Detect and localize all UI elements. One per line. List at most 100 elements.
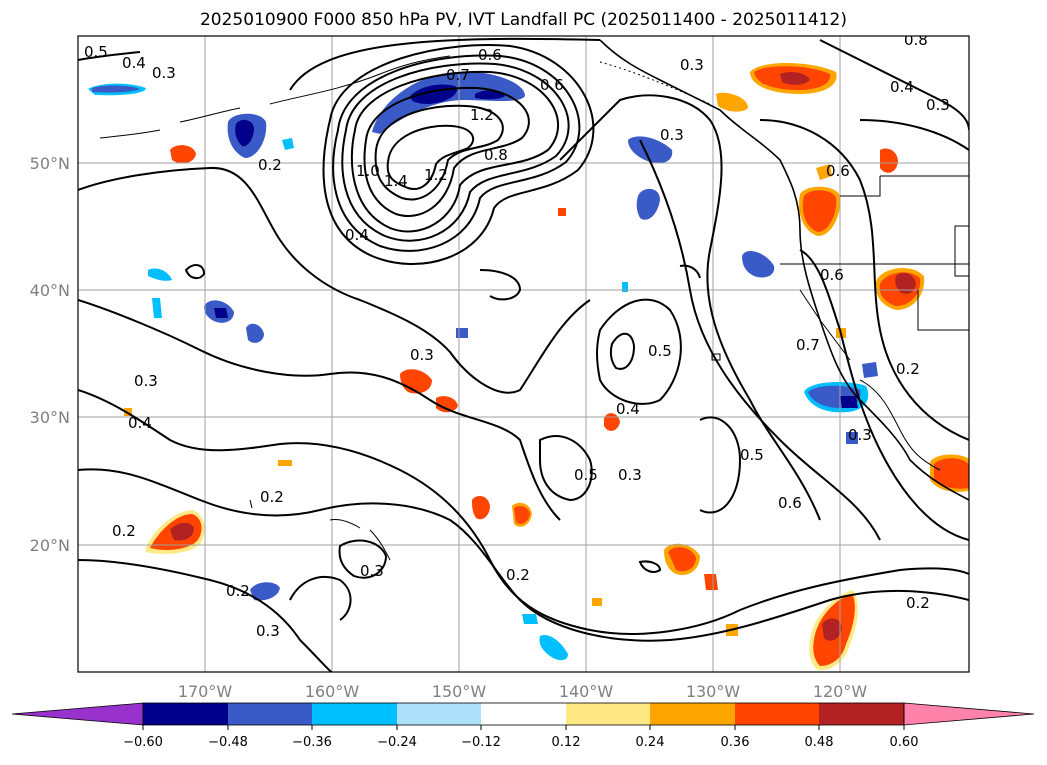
negative-anomaly-patch (246, 323, 264, 343)
negative-anomaly-patch (628, 136, 673, 164)
contour-label: 0.4 (122, 54, 146, 72)
contour-label: 0.3 (848, 426, 872, 444)
lon-tick-label: 170°W (178, 682, 233, 701)
negative-anomaly-patch (282, 138, 294, 150)
lat-tick-label: 20°N (30, 536, 70, 555)
pv-filled-contours (88, 63, 969, 671)
contour-label: 1.2 (424, 166, 448, 184)
colorbar-tick-label: 0.36 (721, 735, 750, 750)
lon-tick-label: 140°W (559, 682, 614, 701)
contour-label: 0.4 (890, 78, 914, 96)
contour-label: 0.6 (778, 494, 802, 512)
contour-label: 0.2 (906, 594, 930, 612)
negative-anomaly-patch (372, 71, 525, 134)
colorbar-segment (143, 703, 228, 725)
contour-label: 0.4 (128, 414, 152, 432)
colorbar-tick-label: −0.24 (377, 735, 417, 750)
contour-label: 0.8 (904, 31, 928, 49)
positive-anomaly-patch (716, 92, 748, 112)
colorbar-segment (397, 703, 481, 725)
contour-label: 0.2 (258, 156, 282, 174)
contour-label: 0.4 (616, 400, 640, 418)
contour-label: 0.6 (478, 46, 502, 64)
positive-anomaly-patch (170, 145, 196, 164)
contour-label: 0.3 (134, 372, 158, 390)
negative-anomaly-patch (456, 328, 468, 338)
positive-anomaly-patch (514, 506, 530, 524)
contour-label: 0.2 (226, 582, 250, 600)
contour-label: 0.2 (506, 566, 530, 584)
map-title: 2025010900 F000 850 hPa PV, IVT Landfall… (199, 10, 847, 30)
positive-anomaly-patch (436, 396, 458, 413)
contour-label: 0.6 (820, 266, 844, 284)
colorbar-segment (228, 703, 312, 725)
colorbar-segment (735, 703, 819, 725)
contour-label: 0.2 (896, 360, 920, 378)
negative-anomaly-core (214, 308, 228, 318)
colorbar-segment (566, 703, 650, 725)
contour-label: 0.5 (574, 466, 598, 484)
map-panel (78, 36, 969, 672)
contour-label: 0.6 (540, 76, 564, 94)
lon-tick-label: 160°W (305, 682, 360, 701)
negative-anomaly-patch (522, 614, 538, 624)
contour-label: 0.2 (260, 488, 284, 506)
negative-anomaly-patch (92, 85, 140, 93)
negative-anomaly-patch (250, 582, 280, 601)
contour-label: 0.5 (84, 43, 108, 61)
contour-label: 0.5 (740, 446, 764, 464)
negative-anomaly-patch (742, 251, 775, 278)
colorbar-max-extension (903, 702, 1035, 726)
colorbar-tick-label: 0.60 (890, 735, 919, 750)
colorbar-tick-label: −0.48 (208, 735, 248, 750)
positive-anomaly-patch (762, 72, 772, 84)
lon-tick-label: 130°W (686, 682, 741, 701)
positive-anomaly-patch (668, 547, 696, 572)
colorbar-segment (481, 703, 566, 725)
colorbar-tick-label: 0.48 (805, 735, 834, 750)
negative-anomaly-patch (148, 268, 172, 281)
colorbar-tick-label: −0.36 (292, 735, 332, 750)
latitude-tick-labels: 50°N 40°N 30°N 20°N (30, 154, 70, 555)
colorbar-min-extension (11, 702, 144, 726)
contour-label: 1.0 (356, 162, 380, 180)
negative-anomaly-patch (539, 634, 568, 661)
negative-anomaly-patch (636, 188, 660, 220)
positive-anomaly-core (170, 522, 194, 541)
negative-anomaly-core (475, 90, 505, 100)
negative-anomaly-core (235, 119, 254, 147)
positive-anomaly-patch (704, 574, 718, 590)
positive-anomaly-patch (472, 496, 490, 520)
colorbar-tick-label: 0.12 (552, 735, 581, 750)
positive-anomaly-core (895, 272, 916, 294)
contour-label-group: 0.5 0.4 0.3 0.2 0.6 0.7 1.2 0.8 1.0 1.4 … (84, 31, 950, 640)
map-frame (77, 35, 970, 673)
colorbar-tick-label: −0.60 (123, 735, 163, 750)
contour-label: 0.7 (796, 336, 820, 354)
contour-label: 0.3 (926, 96, 950, 114)
lon-tick-label: 120°W (813, 682, 868, 701)
positive-anomaly-patch (934, 458, 969, 489)
lat-tick-label: 30°N (30, 408, 70, 427)
contour-label: 0.6 (826, 162, 850, 180)
contour-label: 0.3 (152, 64, 176, 82)
colorbar-segment (312, 703, 397, 725)
contour-label: 0.5 (648, 342, 672, 360)
colorbar: −0.60 −0.48 −0.36 −0.24 −0.12 0.12 0.24 … (11, 702, 1035, 750)
negative-anomaly-patch (862, 362, 878, 378)
positive-anomaly-patch (816, 164, 832, 180)
contour-label: 0.3 (618, 466, 642, 484)
contour-label: 1.2 (470, 106, 494, 124)
negative-anomaly-core (840, 396, 858, 408)
contour-label: 1.4 (384, 172, 408, 190)
positive-anomaly-patch (604, 413, 620, 431)
contour-label: 0.3 (360, 562, 384, 580)
colorbar-tick-label: −0.12 (461, 735, 501, 750)
colorbar-segment (650, 703, 735, 725)
lon-tick-label: 150°W (432, 682, 487, 701)
positive-anomaly-patch (278, 460, 292, 466)
contour-label: 0.3 (660, 126, 684, 144)
lat-tick-label: 50°N (30, 154, 70, 173)
positive-anomaly-patch (880, 148, 898, 173)
